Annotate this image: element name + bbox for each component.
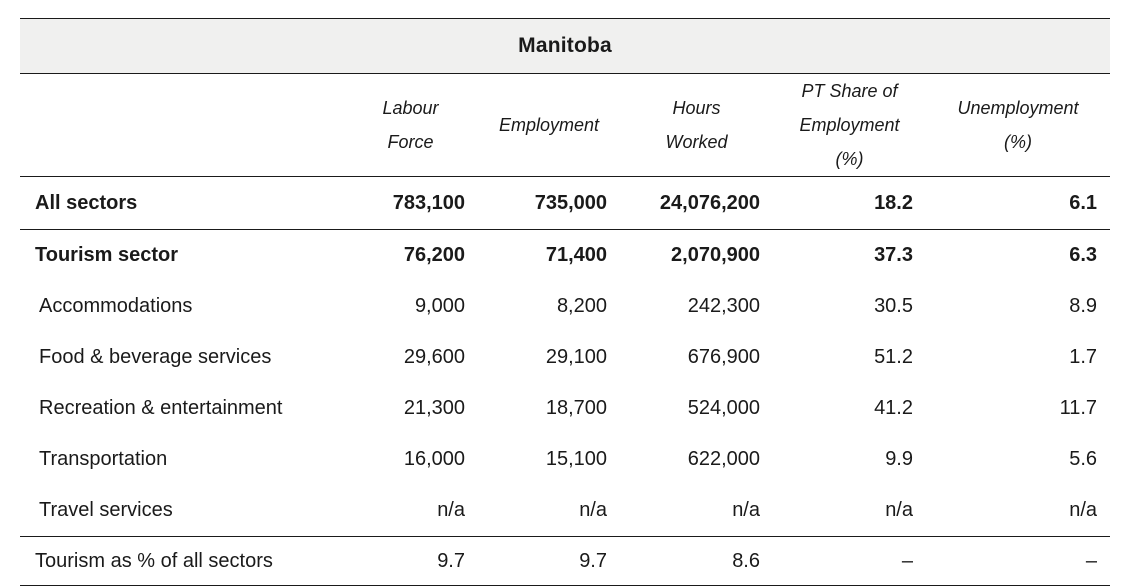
table-cell-employment: 9.7 [579, 549, 607, 572]
row-label: Tourism as % of all sectors [35, 549, 273, 572]
table-cell-pt-share: 18.2 [773, 176, 926, 230]
table-title-row: Manitoba [20, 18, 1111, 74]
column-header-row: Labour Force Employment Hours Worked PT … [20, 73, 1111, 177]
table-cell-hours-worked: 242,300 [687, 295, 760, 317]
row-label: Accommodations [39, 295, 193, 317]
row-label: Recreation & entertainment [39, 397, 283, 419]
table-cell-pt-share: 37.3 [874, 244, 913, 266]
table-cell-unemployment: n/a [926, 485, 1111, 537]
manitoba-tourism-stats-table: Manitoba Labour Force Employment Hours W… [20, 18, 1111, 586]
table-cell-hours-worked: 2,070,900 [671, 244, 760, 266]
table-cell-pt-share: 41.2 [874, 397, 913, 419]
table-cell-employment: 15,100 [545, 448, 607, 470]
table-cell-hours-worked: 24,076,200 [620, 176, 773, 230]
table-cell-labour-force: 21,300 [403, 397, 465, 419]
table-row-tourism-percent-of-all: Tourism as % of all sectors 9.7 9.7 8.6 … [20, 537, 1110, 586]
row-label: Tourism sector [35, 244, 178, 266]
table-cell-employment: 18,700 [545, 397, 607, 419]
row-label: Travel services [20, 485, 343, 537]
table-row-travel-services: Travel services n/a n/a n/a n/a n/a [20, 485, 1111, 537]
table-row-all-sectors: All sectors 783,100 735,000 24,076,200 1… [20, 176, 1111, 230]
table-cell-unemployment: 5.6 [1069, 448, 1098, 470]
col-header-labour-force: Labour Force [343, 73, 478, 177]
col-header-unemployment: Unemployment (%) [926, 73, 1111, 177]
table-cell-employment: n/a [478, 485, 620, 537]
table-cell-hours-worked: n/a [620, 485, 773, 537]
table-cell-hours-worked: 524,000 [687, 397, 760, 419]
table-cell-pt-share: n/a [773, 485, 926, 537]
table-cell-pt-share: 30.5 [874, 295, 913, 317]
col-header-blank [20, 73, 343, 177]
col-header-hours-worked: Hours Worked [620, 73, 773, 177]
table-cell-pt-share: – [901, 549, 913, 572]
table-cell-unemployment: 6.1 [926, 176, 1111, 230]
table-cell-labour-force: 29,600 [403, 346, 465, 368]
table-cell-hours-worked: 676,900 [687, 346, 760, 368]
col-header-employment: Employment [478, 73, 620, 177]
table-cell-labour-force: 16,000 [403, 448, 465, 470]
table-row-accommodations: Accommodations 9,000 8,200 242,300 30.5 … [20, 281, 1110, 332]
table-body: All sectors 783,100 735,000 24,076,200 1… [20, 176, 1111, 586]
table-cell-hours-worked: 622,000 [687, 448, 760, 470]
table-cell-pt-share: 51.2 [874, 346, 913, 368]
row-label: Food & beverage services [39, 346, 272, 368]
table-cell-labour-force: 783,100 [343, 176, 478, 230]
table-cell-unemployment: – [1085, 549, 1098, 572]
row-label: Transportation [39, 448, 168, 470]
table-row-food-beverage: Food & beverage services 29,600 29,100 6… [20, 332, 1110, 383]
table-cell-employment: 29,100 [545, 346, 607, 368]
table-cell-employment: 71,400 [545, 244, 607, 266]
table-cell-labour-force: 9.7 [437, 549, 465, 572]
table-cell-pt-share: 9.9 [885, 448, 913, 470]
col-header-pt-share: PT Share of Employment (%) [773, 73, 926, 177]
table-cell-hours-worked: 8.6 [732, 549, 760, 572]
table-cell-unemployment: 8.9 [1069, 295, 1098, 317]
table-cell-employment: 8,200 [556, 295, 607, 317]
table-title: Manitoba [20, 18, 1111, 74]
row-label: All sectors [20, 176, 343, 230]
table-cell-labour-force: 9,000 [414, 295, 465, 317]
table-row-tourism-sector: Tourism sector 76,200 71,400 2,070,900 3… [20, 230, 1110, 282]
table-cell-unemployment: 1.7 [1069, 346, 1098, 368]
table-cell-labour-force: n/a [343, 485, 478, 537]
table-cell-labour-force: 76,200 [403, 244, 465, 266]
table-cell-unemployment: 11.7 [1059, 397, 1098, 419]
table-row-recreation-entertainment: Recreation & entertainment 21,300 18,700… [20, 383, 1110, 434]
table-row-transportation: Transportation 16,000 15,100 622,000 9.9… [20, 434, 1110, 485]
table-cell-employment: 735,000 [478, 176, 620, 230]
table-cell-unemployment: 6.3 [1069, 244, 1098, 266]
